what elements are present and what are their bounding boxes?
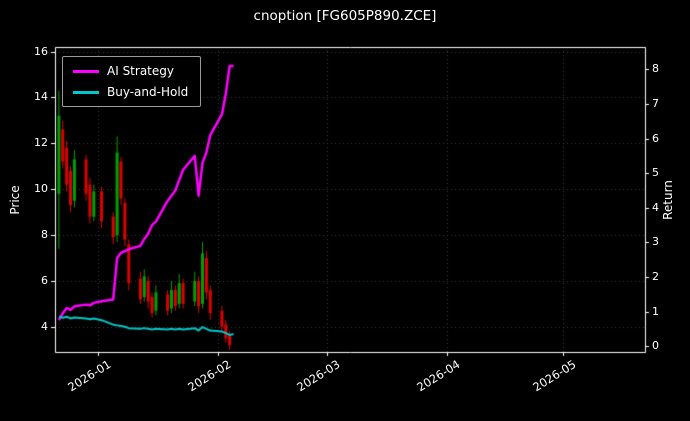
- return-axis-label: Return: [661, 180, 675, 220]
- legend-item-buy-and-hold: Buy-and-Hold: [73, 85, 188, 99]
- return-tick-label: 5: [652, 166, 659, 180]
- price-tick-label: 8: [41, 228, 48, 242]
- return-tick-label: 1: [652, 304, 659, 318]
- return-tick-label: 2: [652, 269, 659, 283]
- return-tick-label: 6: [652, 131, 659, 145]
- ai-strategy-line-swatch: [73, 69, 99, 73]
- price-tick-label: 14: [34, 90, 48, 104]
- return-tick-label: 0: [652, 339, 659, 353]
- return-tick-label: 3: [652, 235, 659, 249]
- legend: AI Strategy Buy-and-Hold: [62, 56, 202, 107]
- legend-label-buy-and-hold: Buy-and-Hold: [107, 85, 189, 99]
- return-tick-label: 4: [652, 200, 659, 214]
- price-tick-label: 4: [41, 319, 48, 333]
- price-tick-label: 12: [34, 136, 48, 150]
- price-tick-label: 16: [34, 44, 48, 58]
- return-tick-label: 8: [652, 62, 659, 76]
- chart-title: cnoption [FG605P890.ZCE]: [253, 8, 437, 24]
- buy-and-hold-line-swatch: [73, 90, 99, 94]
- price-tick-label: 6: [41, 273, 48, 287]
- price-tick-label: 10: [34, 182, 48, 196]
- return-tick-label: 7: [652, 97, 659, 111]
- legend-item-ai-strategy: AI Strategy: [73, 64, 188, 78]
- legend-label-ai-strategy: AI Strategy: [107, 64, 174, 78]
